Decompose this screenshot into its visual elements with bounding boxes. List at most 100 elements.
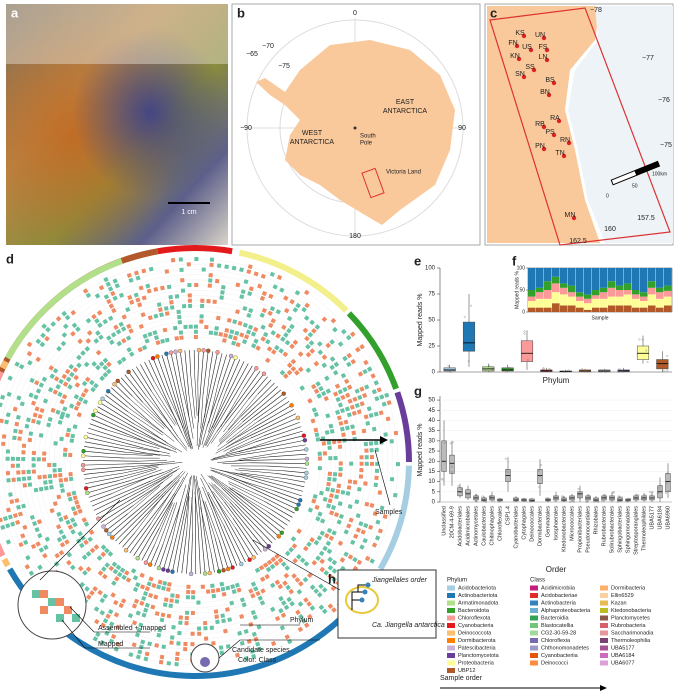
leaf xyxy=(112,382,117,387)
x-tick-label: CSP1-4 xyxy=(505,506,511,525)
heat-cell xyxy=(332,391,339,397)
panel-label: f xyxy=(512,253,517,268)
stack-segment xyxy=(592,307,600,312)
heat-cell xyxy=(59,483,64,488)
branch xyxy=(229,501,269,547)
stack-segment xyxy=(560,283,568,288)
leaf xyxy=(173,349,178,354)
heat-cell xyxy=(68,472,73,477)
heat-cell xyxy=(364,555,371,562)
heat-cell xyxy=(131,620,138,626)
heat-cell xyxy=(286,638,293,645)
stack-segment xyxy=(544,290,552,299)
x-axis-title: Phylum xyxy=(543,376,570,385)
heat-cell xyxy=(307,613,313,620)
legend-swatch xyxy=(447,645,455,651)
heat-cell xyxy=(135,582,141,588)
heat-cell xyxy=(164,269,170,274)
heat-cell xyxy=(164,337,170,343)
heat-cell xyxy=(137,649,143,655)
branch xyxy=(84,472,123,480)
heat-cell xyxy=(148,592,154,598)
branch xyxy=(194,475,196,489)
heat-cell xyxy=(50,321,57,327)
heat-cell xyxy=(56,598,64,606)
heat-cell xyxy=(28,392,34,398)
jitter xyxy=(498,500,501,503)
stack-segment xyxy=(608,268,616,282)
jitter xyxy=(447,369,450,372)
site xyxy=(514,43,520,49)
heat-cell xyxy=(85,551,92,557)
heat-cell xyxy=(91,361,98,367)
heat-cell xyxy=(248,286,254,292)
heat-cell xyxy=(44,335,50,342)
heat-cell xyxy=(243,628,249,634)
jitter xyxy=(522,498,525,501)
x-tick-label: Dormibacterales xyxy=(537,506,543,546)
heat-cell xyxy=(337,540,344,546)
heat-cell xyxy=(309,348,316,354)
heat-cell xyxy=(331,568,338,574)
heat-cell xyxy=(371,389,377,395)
jitter xyxy=(640,498,643,501)
stack-segment xyxy=(640,307,648,312)
leaf xyxy=(221,568,226,573)
heat-cell xyxy=(10,463,15,468)
pole-label: South xyxy=(360,134,376,140)
photo xyxy=(6,4,228,245)
heat-cell xyxy=(286,369,293,376)
branch xyxy=(231,487,272,510)
heat-cell xyxy=(317,511,323,517)
branch xyxy=(91,480,151,507)
heat-cell xyxy=(62,381,69,387)
heat-cell xyxy=(255,345,261,351)
heat-cell xyxy=(183,647,188,652)
heat-cell xyxy=(334,494,340,500)
heat-cell xyxy=(338,420,344,426)
heat-cell xyxy=(306,601,312,607)
leaf xyxy=(100,396,105,401)
heat-cell xyxy=(291,543,298,549)
heat-cell xyxy=(309,605,316,611)
heat-cell xyxy=(219,295,224,300)
branch xyxy=(166,353,187,430)
heat-cell xyxy=(166,284,172,290)
branch xyxy=(198,490,211,574)
heat-cell xyxy=(357,371,364,377)
heat-cell xyxy=(38,547,45,553)
jitter xyxy=(617,496,620,499)
jitter xyxy=(638,338,641,341)
branch xyxy=(263,421,300,437)
stack-segment xyxy=(648,287,656,295)
branch xyxy=(136,366,152,392)
branch xyxy=(83,450,110,454)
heat-cell xyxy=(359,455,364,460)
stack-segment xyxy=(552,283,560,293)
legend-swatch xyxy=(600,630,608,636)
heat-cell xyxy=(324,532,330,539)
branch xyxy=(186,428,192,446)
heat-cell xyxy=(141,268,147,274)
x-tick-label: Rhizobiales xyxy=(593,506,599,535)
heat-cell xyxy=(154,611,160,616)
jitter xyxy=(603,370,606,373)
heat-cell xyxy=(110,592,116,598)
jitter xyxy=(525,499,527,502)
legend-label: Thermoleophilia xyxy=(611,638,651,644)
heat-cell xyxy=(128,328,134,334)
heat-cell xyxy=(251,343,257,349)
x-tick-label: Chloroflexales xyxy=(497,506,503,541)
jitter xyxy=(474,500,477,503)
heat-cell xyxy=(71,490,77,496)
branch xyxy=(122,438,160,449)
heat-cell xyxy=(298,613,304,620)
heat-cell xyxy=(73,405,80,411)
heat-cell xyxy=(235,282,241,288)
heat-cell xyxy=(10,456,15,461)
heat-cell xyxy=(99,610,106,616)
jitter xyxy=(573,500,576,503)
heat-cell xyxy=(65,432,71,438)
jitter xyxy=(600,370,603,373)
h-inset xyxy=(337,569,437,639)
